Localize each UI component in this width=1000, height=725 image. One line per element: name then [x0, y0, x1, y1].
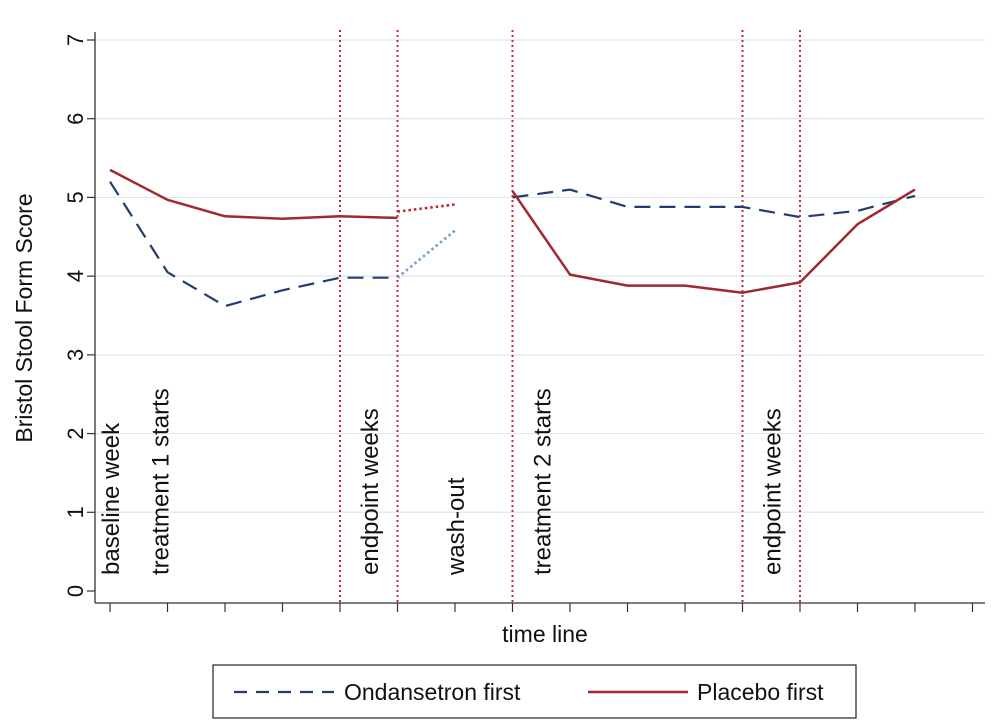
legend-label-ondansetron: Ondansetron first	[344, 679, 521, 705]
legend-label-placebo: Placebo first	[697, 679, 824, 705]
phase-annotations: baseline week treatment 1 starts endpoint …	[98, 388, 786, 576]
y-tick-label: 0	[63, 585, 88, 597]
legend-box	[212, 664, 857, 719]
phase-annotation: endpoint weeks	[357, 408, 384, 575]
series-line-placebo-dotted	[397, 203, 456, 213]
axes: 0 1 2 3 4 5 6 7	[63, 32, 985, 612]
series-line-ondansetron-dashed	[512, 188, 916, 219]
series-line-placebo-solid	[109, 168, 398, 220]
phase-annotation: treatment 2 starts	[529, 388, 556, 575]
y-tick-label: 4	[63, 270, 88, 282]
y-axis-title: Bristol Stool Form Score	[11, 193, 37, 442]
series-line-placebo-solid	[511, 188, 916, 294]
y-tick-label: 2	[63, 427, 88, 439]
series-line-ondansetron-dotted	[396, 229, 456, 279]
phase-annotation: endpoint weeks	[759, 408, 786, 575]
y-tick-label: 7	[63, 34, 88, 46]
series-line-ondansetron-dashed	[109, 181, 398, 308]
x-axis-title: time line	[502, 621, 588, 647]
y-tick-label: 6	[63, 113, 88, 125]
phase-annotation: treatment 1 starts	[148, 388, 175, 575]
series-lines	[109, 168, 916, 308]
phase-annotation: wash-out	[443, 477, 470, 576]
vertical-marker-lines	[339, 30, 801, 603]
y-tick-label: 5	[63, 191, 88, 203]
gridlines	[95, 39, 985, 513]
legend: Ondansetron first Placebo first	[212, 664, 857, 719]
y-tick-label: 3	[63, 349, 88, 361]
phase-annotation: baseline week	[98, 422, 125, 575]
y-tick-label: 1	[63, 506, 88, 518]
